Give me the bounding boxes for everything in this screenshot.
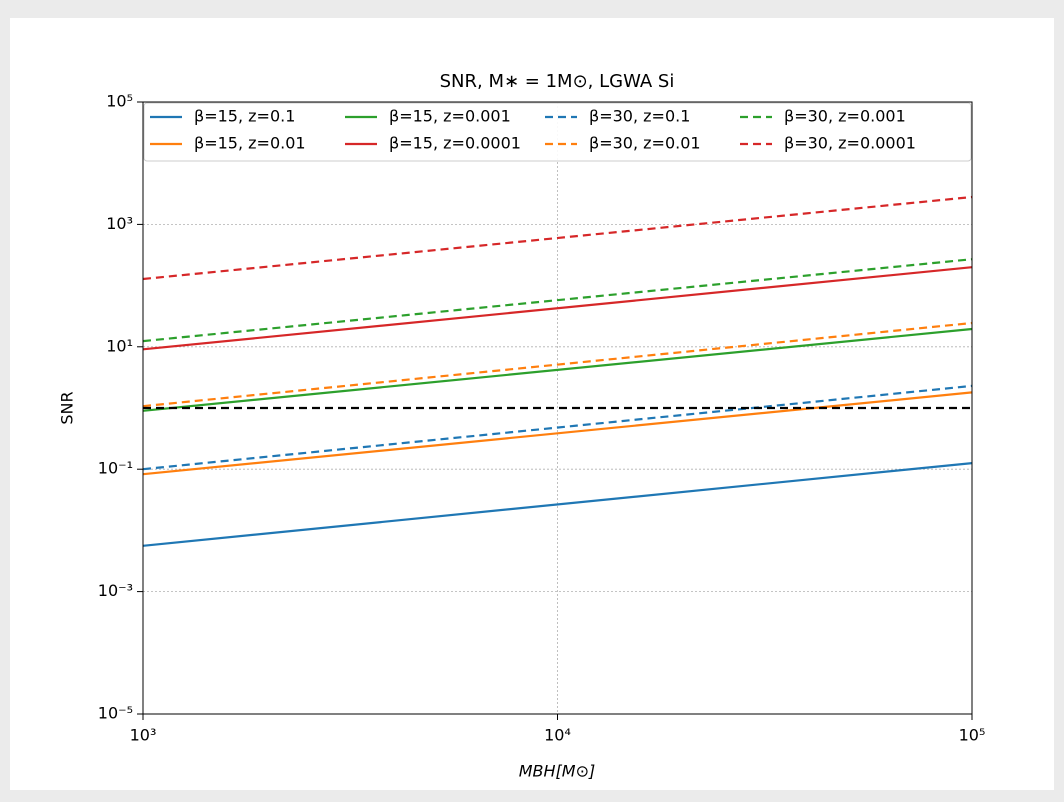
series-line [142, 321, 973, 408]
x-axis-label: MBH[M⊙] [519, 762, 596, 781]
legend-label: β=30, z=0.001 [784, 107, 906, 126]
legend-label: β=15, z=0.01 [194, 134, 306, 153]
series-line [142, 258, 973, 343]
series-line [142, 195, 973, 281]
legend: β=15, z=0.1 β=15, z=0.01 β=15, z=0.001 β=15… [143, 102, 972, 162]
series-line [142, 266, 973, 351]
series-line [142, 384, 973, 471]
series-line [142, 462, 973, 547]
legend-label: β=15, z=0.1 [194, 107, 295, 126]
y-axis-label: SNR [58, 391, 77, 424]
series-line [142, 327, 973, 412]
plot-frame [142, 101, 973, 715]
y-tick-label: 10⁵ [106, 92, 133, 111]
y-tick-label: 10⁻¹ [98, 459, 133, 478]
legend-label: β=15, z=0.001 [389, 107, 511, 126]
series-line [142, 391, 973, 476]
chart-title: SNR, M∗ = 1M⊙, LGWA Si [440, 71, 675, 92]
legend-label: β=30, z=0.0001 [784, 134, 916, 153]
y-tick-label: 10⁻⁵ [98, 704, 133, 723]
y-tick-label: 10³ [106, 214, 133, 233]
x-tick-label: 10³ [130, 726, 157, 745]
y-tick-label: 10¹ [106, 336, 133, 355]
legend-label: β=15, z=0.0001 [389, 134, 521, 153]
legend-label: β=30, z=0.1 [589, 107, 690, 126]
x-tick-label: 10⁴ [544, 726, 571, 745]
y-tick-label: 10⁻³ [98, 581, 133, 600]
legend-label: β=30, z=0.01 [589, 134, 701, 153]
x-tick-label: 10⁵ [959, 726, 986, 745]
